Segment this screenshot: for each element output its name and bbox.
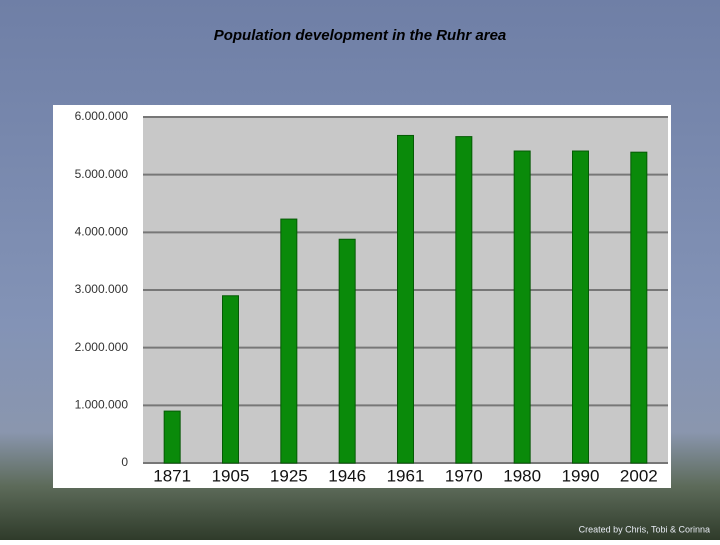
x-tick-label: 2002: [620, 466, 658, 485]
y-tick-label: 3.000.000: [75, 282, 129, 296]
chart: 0 1.000.000 2.000.000 3.000.000 4.000.000 5.0…: [75, 109, 668, 485]
bar: [338, 238, 356, 464]
x-tick-label: 1990: [562, 466, 600, 485]
y-tick-label: 2.000.000: [75, 340, 129, 354]
bar: [630, 151, 648, 464]
y-tick-label: 4.000.000: [75, 225, 129, 239]
y-tick-label: 0: [121, 455, 128, 469]
y-tick-label: 5.000.000: [75, 167, 129, 181]
x-tick-label: 1925: [270, 466, 308, 485]
bar: [513, 150, 531, 464]
footer: Created by Chris, Tobi & Corinna: [579, 524, 710, 534]
bar: [280, 218, 298, 464]
x-tick-label: 1970: [445, 466, 483, 485]
y-tick-label: 6.000.000: [75, 109, 129, 123]
slide-title: Population development in the Ruhr area: [214, 27, 507, 44]
x-tick-label: 1905: [212, 466, 250, 485]
bar: [455, 136, 473, 464]
bar: [572, 150, 589, 464]
bar: [397, 134, 414, 464]
x-tick-label: 1871: [153, 466, 191, 485]
bar: [222, 295, 239, 464]
x-tick-label: 1946: [328, 466, 366, 485]
y-tick-label: 1.000.000: [75, 398, 129, 412]
bar: [163, 410, 181, 464]
x-tick-label: 1980: [503, 466, 541, 485]
x-tick-label: 1961: [387, 466, 425, 485]
